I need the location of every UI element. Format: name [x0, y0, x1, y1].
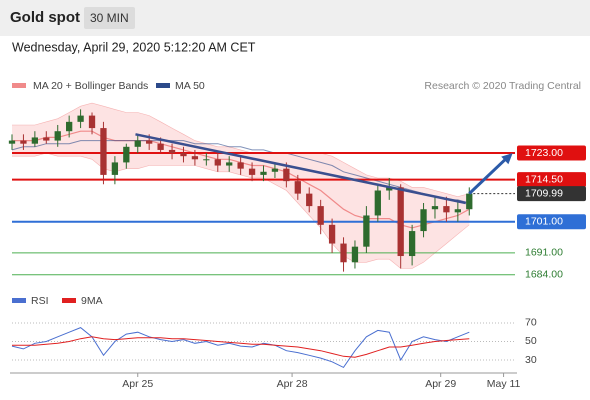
candle-body: [134, 140, 141, 147]
x-tick-label: Apr 28: [277, 378, 308, 390]
candle-body: [374, 190, 381, 216]
candle-body: [271, 168, 279, 172]
legend-label: 9MA: [81, 295, 103, 307]
candle-body: [146, 140, 153, 144]
forecast-arrow: [468, 156, 508, 195]
x-tick-label: Apr 29: [425, 378, 456, 390]
ma50-line: [11, 140, 470, 204]
candle-body: [351, 246, 359, 263]
bollinger-lower: [12, 152, 470, 269]
candle-body: [294, 181, 301, 194]
interval-button[interactable]: 30 MIN: [84, 7, 135, 29]
y-tick-label: 50: [525, 335, 537, 347]
header: Gold spot 30 MIN: [0, 0, 590, 36]
candle-body: [386, 187, 393, 191]
arrow-head: [501, 153, 513, 165]
candle-body: [397, 187, 404, 257]
level-badge: [517, 172, 586, 188]
level-label: 1701.00: [525, 215, 563, 227]
candle-body: [454, 209, 461, 213]
candle-body: [180, 153, 187, 157]
candle-body: [168, 149, 176, 154]
candle-body: [420, 209, 427, 232]
candle-body: [214, 159, 221, 166]
candle-body: [283, 168, 290, 182]
x-tick-label: Apr 25: [122, 378, 153, 390]
candle-body: [31, 137, 39, 144]
legend-swatch: [12, 83, 26, 88]
timestamp: Wednesday, April 29, 2020 5:12:20 AM CET: [12, 40, 256, 54]
candle-body: [328, 224, 336, 244]
level-label: 1723.00: [525, 147, 563, 159]
candle-body: [111, 162, 119, 175]
legend-swatch: [62, 298, 76, 303]
level-badge: [517, 145, 586, 161]
level-label: 1684.00: [525, 269, 563, 281]
candle-body: [43, 137, 50, 141]
candle-body: [203, 159, 210, 161]
candle-body: [248, 168, 256, 175]
candle-body: [340, 243, 347, 263]
candle-body: [306, 193, 313, 207]
legend-swatch: [156, 83, 170, 88]
level-badge: [517, 214, 586, 230]
candle-body: [88, 115, 96, 129]
candle-body: [237, 162, 244, 169]
candle-body: [431, 206, 439, 210]
x-tick-label: May 11: [487, 378, 521, 390]
candle-body: [191, 156, 199, 160]
candle-body: [226, 162, 233, 166]
candle-body: [363, 215, 370, 247]
candle-body: [123, 146, 130, 163]
candle-body: [317, 206, 324, 225]
chart: Wednesday, April 29, 2020 5:12:20 AM CET…: [0, 36, 590, 400]
legend-label: RSI: [31, 295, 49, 307]
candle-body: [20, 140, 27, 144]
legend-swatch: [12, 298, 26, 303]
level-label: 1709.99: [525, 187, 563, 199]
candle-body: [443, 206, 450, 213]
candle-body: [408, 231, 416, 257]
y-tick-label: 70: [525, 317, 537, 329]
candle-body: [260, 171, 267, 175]
candle-body: [157, 143, 164, 150]
legend-label: MA 50: [175, 80, 205, 92]
candle-body: [66, 121, 73, 132]
candle-body: [466, 193, 473, 210]
candle-body: [100, 128, 107, 175]
level-label: 1714.50: [525, 173, 563, 185]
level-badge: [517, 186, 586, 202]
candle-body: [77, 115, 84, 122]
source: Research © 2020 Trading Central: [424, 80, 581, 92]
instrument-title: Gold spot: [10, 9, 80, 26]
rsi-line: [11, 327, 470, 369]
trendline: [135, 133, 467, 205]
candle-body: [54, 131, 61, 141]
candle-body: [8, 140, 16, 144]
level-label: 1691.00: [525, 247, 563, 259]
legend-label: MA 20 + Bollinger Bands: [33, 80, 148, 92]
y-tick-label: 30: [525, 354, 537, 366]
rsi-line: [12, 336, 470, 358]
